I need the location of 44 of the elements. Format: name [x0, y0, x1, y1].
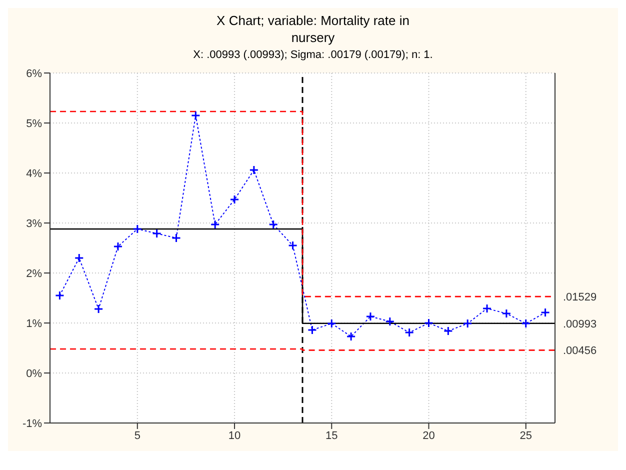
- point: [346, 332, 356, 342]
- point: [249, 165, 259, 175]
- y-tick-label: -1%: [22, 418, 42, 430]
- point: [521, 318, 531, 328]
- series-label: .01529: [563, 291, 597, 304]
- y-tick-label: 5%: [26, 118, 42, 130]
- point: [152, 228, 162, 238]
- x-tick-label: 10: [228, 430, 241, 442]
- point: [462, 318, 472, 328]
- point: [385, 316, 395, 326]
- y-tick-label: 2%: [26, 268, 42, 280]
- point: [502, 308, 512, 318]
- point: [482, 304, 492, 314]
- y-tick-label: 6%: [26, 68, 42, 80]
- series-label: .00993: [563, 318, 597, 330]
- point: [288, 240, 298, 250]
- y-tick-label: 4%: [26, 168, 42, 180]
- point: [404, 328, 414, 338]
- point: [443, 326, 453, 336]
- point: [307, 325, 317, 335]
- point: [230, 194, 240, 204]
- y-tick-label: 1%: [26, 318, 42, 330]
- point: [210, 220, 220, 230]
- point: [540, 308, 550, 318]
- y-tick-label: 0%: [26, 368, 42, 380]
- x-tick-label: 15: [326, 430, 338, 442]
- point: [190, 110, 200, 120]
- point: [54, 290, 64, 300]
- chart-subtitle: X: .00993 (.00993); Sigma: .00179 (.00179); n: 1.: [192, 49, 434, 61]
- point: [326, 318, 336, 328]
- point: [132, 224, 142, 234]
- x-tick-label: 25: [520, 430, 532, 442]
- point: [424, 318, 434, 328]
- series-label: .00456: [563, 345, 597, 358]
- x-tick-label: 20: [422, 430, 435, 442]
- point: [366, 312, 376, 322]
- point: [268, 220, 278, 230]
- point: [113, 242, 123, 252]
- x-tick-label: 5: [134, 430, 140, 442]
- point: [94, 304, 104, 314]
- point: [74, 253, 84, 263]
- chart-title: X Chart; variable: Mortality rate in nursery: [216, 12, 410, 46]
- y-tick-label: 3%: [26, 218, 42, 230]
- point: [172, 233, 181, 243]
